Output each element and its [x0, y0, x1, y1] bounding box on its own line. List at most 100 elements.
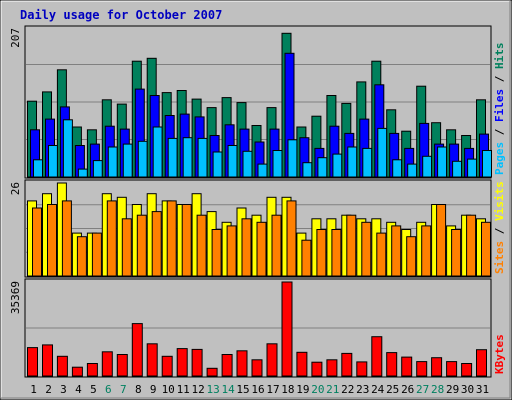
- bar-pages-day-21: [332, 153, 343, 178]
- x-tick-label-24: 24: [371, 383, 385, 396]
- bar-sites-day-9: [151, 211, 162, 277]
- bar-pages-day-26: [407, 163, 418, 178]
- bar-pages-day-10: [167, 137, 178, 178]
- bar-pages-day-5: [92, 160, 103, 178]
- legend-sites-visits: Sites / Visits: [493, 181, 506, 274]
- x-tick-label-30: 30: [461, 383, 474, 396]
- bar-kbytes-day-7: [116, 354, 128, 377]
- x-tick-label-1: 1: [30, 383, 37, 396]
- x-tick-label-27: 27: [416, 383, 429, 396]
- bar-kbytes-day-16: [251, 359, 263, 377]
- bar-pages-day-15: [242, 150, 253, 178]
- bar-kbytes-day-30: [461, 363, 473, 377]
- bar-sites-day-24: [376, 232, 387, 277]
- x-tick-label-2: 2: [45, 383, 52, 396]
- x-tick-label-9: 9: [150, 383, 157, 396]
- y-max-label-hits: 207: [9, 28, 22, 48]
- bar-kbytes-day-25: [386, 352, 398, 377]
- bar-sites-day-16: [256, 221, 267, 277]
- x-axis-labels: 1 2 3 4 5 6 7 8 9 10 11 12 13 14 15 16 17 18 19 20 21 22 23 24 2…: [30, 383, 489, 396]
- x-tick-label-21: 21: [326, 383, 339, 396]
- chart-title: Daily usage for October 2007: [20, 8, 222, 22]
- bar-kbytes-day-6: [101, 351, 113, 377]
- bar-kbytes-day-20: [311, 361, 323, 377]
- legend-sep-1: /: [493, 122, 506, 142]
- bar-sites-day-7: [121, 218, 132, 277]
- x-tick-label-12: 12: [191, 383, 204, 396]
- bar-pages-day-28: [437, 146, 448, 178]
- bar-pages-day-12: [197, 137, 208, 178]
- bar-sites-day-27: [421, 225, 432, 277]
- legend-files: Files: [493, 89, 506, 122]
- bar-sites-day-18: [286, 200, 297, 277]
- bar-pages-day-2: [48, 145, 58, 178]
- bar-pages-day-6: [107, 146, 118, 178]
- bar-sites-day-22: [346, 214, 357, 277]
- x-tick-label-3: 3: [60, 383, 67, 396]
- bar-kbytes-day-15: [236, 350, 248, 377]
- bar-pages-day-25: [392, 159, 403, 178]
- bar-pages-day-19: [302, 162, 313, 178]
- bar-pages-day-18: [287, 139, 298, 178]
- bar-kbytes-day-4: [71, 366, 83, 377]
- bar-kbytes-day-31: [476, 349, 487, 377]
- bar-pages-day-8: [137, 140, 148, 178]
- x-tick-label-19: 19: [296, 383, 309, 396]
- bar-pages-day-9: [152, 126, 163, 178]
- legend-kbytes: KBytes: [493, 334, 506, 374]
- x-tick-label-7: 7: [120, 383, 127, 396]
- bar-sites-day-19: [301, 239, 312, 277]
- bar-sites-day-30: [466, 214, 477, 277]
- bar-kbytes-day-10: [161, 355, 173, 377]
- bar-sites-day-1: [32, 207, 42, 277]
- x-tick-label-22: 22: [341, 383, 354, 396]
- x-tick-label-23: 23: [356, 383, 369, 396]
- x-tick-label-18: 18: [281, 383, 294, 396]
- bar-sites-day-17: [271, 214, 282, 277]
- kbytes-panel: [26, 281, 490, 377]
- bar-pages-day-1: [33, 159, 43, 178]
- bar-pages-day-14: [227, 145, 238, 178]
- bar-sites-day-15: [241, 218, 252, 277]
- bar-pages-day-4: [77, 168, 88, 178]
- bar-pages-day-7: [122, 143, 133, 178]
- bar-sites-day-13: [211, 229, 222, 277]
- bar-kbytes-day-26: [401, 356, 413, 377]
- legend-pages: Pages: [493, 142, 506, 175]
- bar-sites-day-26: [406, 236, 417, 277]
- bar-kbytes-day-14: [221, 354, 233, 377]
- bar-kbytes-day-27: [416, 361, 428, 377]
- bar-pages-day-29: [452, 160, 463, 178]
- bar-kbytes-day-19: [296, 351, 308, 377]
- bar-pages-day-27: [422, 155, 433, 178]
- bar-pages-day-3: [62, 119, 73, 178]
- x-tick-label-17: 17: [266, 383, 279, 396]
- x-tick-label-15: 15: [236, 383, 249, 396]
- bar-pages-day-23: [362, 147, 373, 178]
- bar-kbytes-day-11: [176, 348, 188, 377]
- x-tick-label-8: 8: [135, 383, 142, 396]
- x-tick-label-26: 26: [401, 383, 414, 396]
- bar-sites-day-12: [196, 214, 207, 277]
- bar-pages-day-24: [377, 127, 388, 178]
- bar-kbytes-day-24: [371, 336, 383, 377]
- bar-pages-day-22: [347, 146, 358, 178]
- bar-pages-day-20: [317, 157, 328, 178]
- legend-hits-files-pages: Pages / Files / Hits: [493, 43, 506, 176]
- x-tick-label-25: 25: [386, 383, 399, 396]
- bar-kbytes-day-9: [146, 343, 158, 377]
- x-tick-label-20: 20: [311, 383, 324, 396]
- bar-pages-day-17: [272, 150, 283, 178]
- x-tick-label-5: 5: [90, 383, 97, 396]
- bar-kbytes-day-28: [431, 357, 443, 377]
- legend-visits: Visits: [493, 181, 506, 221]
- x-tick-label-31: 31: [476, 383, 489, 396]
- x-tick-label-16: 16: [251, 383, 264, 396]
- legend-hits: Hits: [493, 43, 506, 70]
- bar-sites-day-8: [136, 214, 147, 277]
- legend-sep-3: /: [493, 221, 506, 241]
- bar-kbytes-day-22: [341, 352, 353, 377]
- bar-pages-day-30: [467, 158, 478, 178]
- x-tick-label-28: 28: [431, 383, 444, 396]
- bar-kbytes-day-17: [266, 343, 278, 377]
